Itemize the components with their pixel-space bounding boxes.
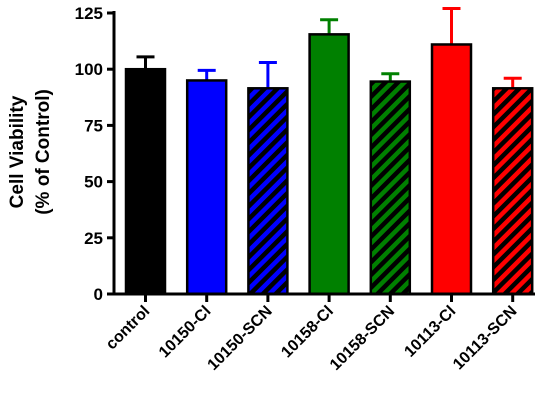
bar — [430, 43, 473, 296]
y-axis-title: Cell Viability (% of Control) — [7, 89, 54, 215]
y-tick-label: 75 — [84, 116, 103, 135]
y-tick-label: 25 — [84, 229, 103, 248]
bar — [308, 33, 350, 296]
y-tick-label: 50 — [84, 173, 103, 192]
x-tick-label: 10158-Cl — [278, 303, 337, 362]
y-axis-title-line-1: Cell Viability — [7, 95, 28, 208]
y-tick-label: 0 — [94, 285, 103, 304]
x-tick-label: 10113-SCN — [450, 303, 521, 374]
x-tick-label: 10150-Cl — [156, 303, 215, 362]
bar — [491, 87, 534, 296]
bar — [124, 67, 167, 296]
bar — [185, 79, 228, 296]
x-tick-label: 10113-Cl — [401, 303, 459, 361]
bar — [247, 87, 289, 296]
x-tick-label: 10150-SCN — [205, 303, 276, 374]
y-axis-title-line-2: (% of Control) — [33, 89, 54, 215]
y-tick-label: 125 — [75, 4, 103, 23]
y-tick-label: 100 — [75, 60, 103, 79]
x-tick-label: 10158-SCN — [327, 303, 398, 374]
x-tick-label: control — [103, 303, 153, 353]
bar — [369, 80, 412, 296]
